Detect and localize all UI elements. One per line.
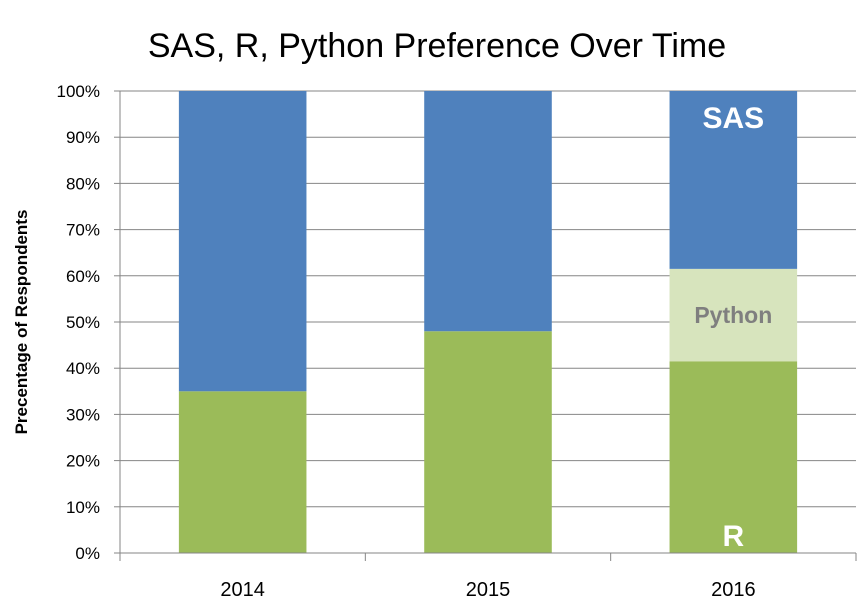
y-tick-label: 40% <box>66 359 100 378</box>
x-tick-label-2015: 2015 <box>466 579 511 601</box>
y-tick-label: 10% <box>66 498 100 517</box>
y-tick-label: 90% <box>66 128 100 147</box>
y-tick-label: 60% <box>66 267 100 286</box>
bar-segment-r-2014 <box>178 391 307 553</box>
y-tick-label: 80% <box>66 174 100 193</box>
bars <box>178 91 798 553</box>
bar-segment-r-2016 <box>669 361 798 553</box>
bar-segment-sas-2014 <box>178 91 307 392</box>
y-axis-label: Precentage of Respondents <box>12 210 31 435</box>
y-tick-label: 0% <box>75 544 100 563</box>
x-tick-label-2016: 2016 <box>711 579 756 601</box>
bar-segment-r-2015 <box>424 331 552 553</box>
labels: SAS Python R <box>694 102 772 553</box>
y-tick-label: 50% <box>66 313 100 332</box>
y-tick-label: 70% <box>66 221 100 240</box>
axes: 0% 10% 20% 30% 40% 50% 60% 70% 80% 90% 100% 2014 201… <box>57 82 857 601</box>
bar-segment-sas-2016 <box>669 91 798 269</box>
bar-segment-sas-2015 <box>424 91 552 332</box>
y-tick-label: 30% <box>66 405 100 424</box>
y-tick-label: 20% <box>66 452 100 471</box>
bar-segment-python-2016 <box>669 268 798 362</box>
x-tick-label-2014: 2014 <box>220 579 265 601</box>
chart-title: SAS, R, Python Preference Over Time <box>148 27 726 65</box>
y-tick-label: 100% <box>57 82 100 101</box>
segment-label-python: Python <box>694 302 772 328</box>
segment-label-r: R <box>722 520 744 553</box>
segment-label-sas: SAS <box>702 102 764 135</box>
